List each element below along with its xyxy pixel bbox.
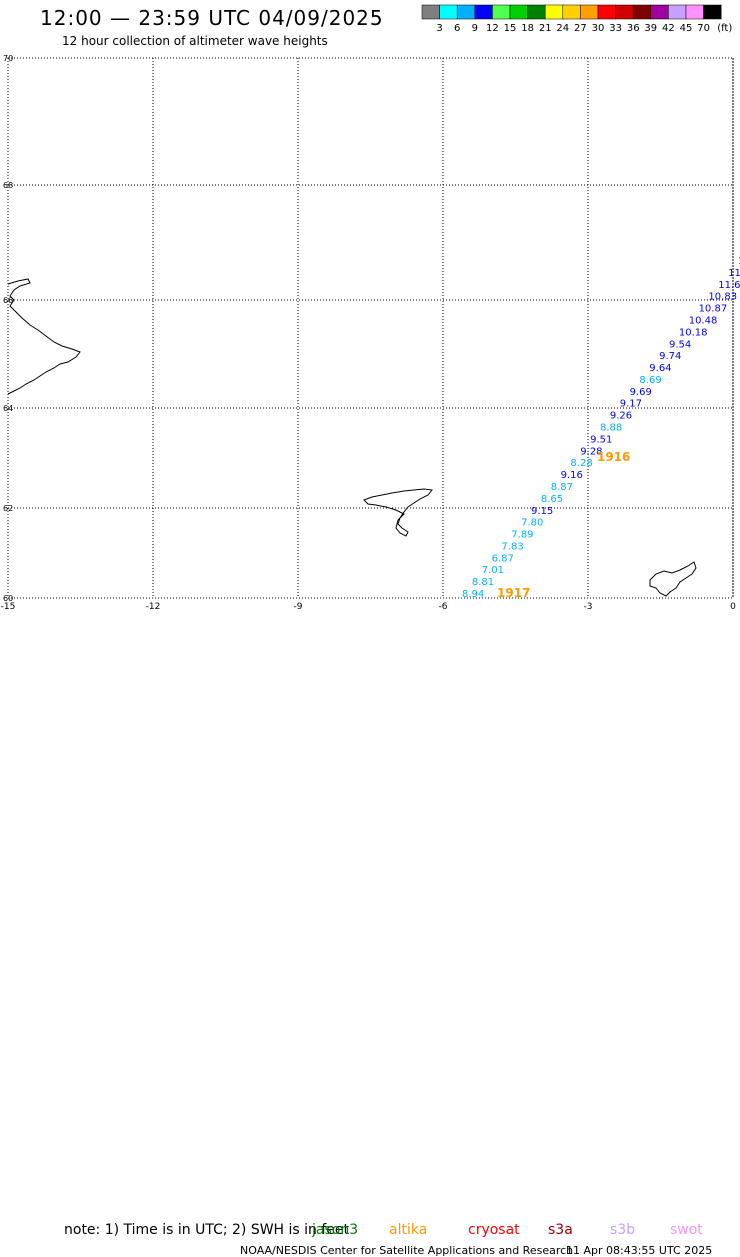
wave-height-value: 9.54 (669, 339, 691, 350)
wave-height-value: 7.01 (482, 565, 504, 576)
color-scale-label: 3 (436, 23, 442, 34)
color-scale-label: 30 (592, 23, 605, 34)
latitude-label: 62 (3, 504, 13, 513)
pass-time-labels: 1916 1917 (497, 450, 630, 600)
wave-height-value: 11.62 (718, 280, 740, 291)
wave-height-value: 10.48 (689, 315, 718, 326)
wave-height-value: 7.80 (521, 518, 543, 529)
wave-height-value: 9.28 (580, 446, 602, 457)
color-scale-label: 27 (574, 23, 587, 34)
color-scale-label: 39 (644, 23, 657, 34)
longitude-label: -15 (1, 602, 16, 610)
longitude-label: 0 (730, 602, 736, 610)
wave-height-value: 9.69 (630, 387, 652, 398)
color-scale-label: 24 (556, 23, 569, 34)
wave-height-value: 8.94 (462, 589, 484, 600)
color-scale-label: 70 (697, 23, 710, 34)
pass-time-label: 1916 (597, 450, 630, 464)
color-scale-label: 18 (521, 23, 534, 34)
satellite-legend-jason3: jason3 (312, 1222, 359, 1238)
wave-height-value: 9.74 (659, 351, 681, 362)
color-scale-label: 21 (539, 23, 552, 34)
wave-height-value: 8.87 (551, 482, 573, 493)
wave-height-value: 7.83 (501, 541, 523, 552)
wave-height-value: 9.64 (649, 363, 671, 374)
satellite-legend-altika: altika (389, 1222, 428, 1238)
color-scale-label: 42 (662, 23, 675, 34)
satellite-legend-s3b: s3b (610, 1222, 636, 1238)
wave-height-value: 10.83 (708, 292, 737, 303)
wave-height-value: 10.18 (679, 327, 708, 338)
latitude-label: 68 (3, 181, 13, 190)
satellite-legend-swot: swot (670, 1222, 703, 1238)
satellite-legend-cryosat: cryosat (468, 1222, 520, 1238)
iceland-coastline (7, 278, 81, 395)
wave-height-value: 8.28 (570, 458, 592, 469)
pass-time-label: 1917 (497, 586, 530, 600)
footer: note: 1) Time is in UTC; 2) SWH is in fe… (0, 610, 740, 1257)
map-grid: 70 68 66 64 62 60-15 -12 -9 -6 -3 0 (1, 54, 736, 610)
wave-height-track: 8.948.817.016.877.837.897.809.158.658.87… (462, 256, 740, 600)
color-scale-label: 12 (486, 23, 499, 34)
satellite-legend-s3a: s3a (548, 1222, 573, 1238)
latitude-label: 60 (3, 594, 13, 603)
wave-height-value: 8.65 (541, 494, 563, 505)
map-frame (7, 57, 734, 599)
color-scale-label: 33 (609, 23, 622, 34)
footer-note: note: 1) Time is in UTC; 2) SWH is in fe… (64, 1222, 350, 1238)
shetland-coastline (649, 561, 697, 597)
credit-line: NOAA/NESDIS Center for Satellite Applica… (240, 1244, 574, 1257)
wave-height-value: 9.26 (610, 411, 632, 422)
wave-height-value: 8.69 (639, 375, 661, 386)
faroe-islands-coastline (363, 488, 433, 537)
generated-timestamp: 11 Apr 08:43:55 UTC 2025 (566, 1244, 713, 1257)
latitude-label: 64 (3, 404, 13, 413)
wave-height-value: 6.87 (492, 553, 514, 564)
coastlines (7, 278, 697, 597)
longitude-label: -12 (146, 602, 161, 610)
wave-height-value: 9.17 (620, 399, 642, 410)
color-scale-unit: (ft) (717, 23, 732, 34)
page-title: 12:00 — 23:59 UTC 04/09/2025 (40, 6, 384, 30)
longitude-label: -9 (294, 602, 303, 610)
color-scale-swatch (703, 4, 722, 20)
longitude-label: -6 (439, 602, 448, 610)
wave-height-value: 7.89 (511, 530, 533, 541)
altimeter-map: 70 68 66 64 62 60-15 -12 -9 -6 -3 0 8.948.817.016.… (1, 54, 740, 610)
wave-height-value: 1 (738, 256, 740, 267)
color-scale-legend: 3 6 9 12 15 18 21 24 27 30 33 36 39 42 45 70 (ft) (421, 4, 732, 34)
color-scale-label: 45 (680, 23, 693, 34)
longitude-label: -3 (584, 602, 593, 610)
wave-height-value: 9.51 (590, 434, 612, 445)
color-scale-label: 36 (627, 23, 640, 34)
wave-height-value: 11.6 (728, 268, 740, 279)
color-scale-label: 9 (472, 23, 478, 34)
latitude-label: 70 (3, 54, 13, 63)
wave-height-value: 10.87 (699, 304, 728, 315)
wave-height-value: 8.81 (472, 577, 494, 588)
wave-height-value: 8.88 (600, 423, 622, 434)
color-scale-label: 6 (454, 23, 460, 34)
wave-height-value: 9.16 (561, 470, 583, 481)
latitude-label: 66 (3, 296, 13, 305)
wave-height-value: 9.15 (531, 506, 553, 517)
color-scale-label: 15 (504, 23, 517, 34)
page-subtitle: 12 hour collection of altimeter wave hei… (62, 34, 328, 48)
